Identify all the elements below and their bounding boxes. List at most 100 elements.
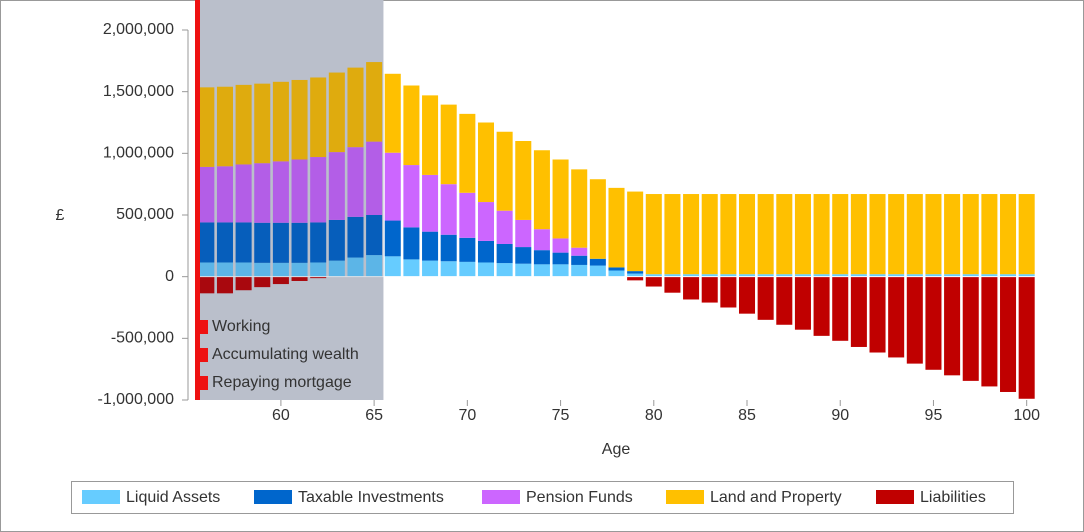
bar-segment bbox=[720, 274, 737, 277]
bar-segment bbox=[384, 256, 401, 277]
bar-segment bbox=[794, 274, 811, 277]
bar-segment bbox=[347, 147, 364, 217]
bar-segment bbox=[291, 222, 308, 263]
annotation: Accumulating wealth bbox=[212, 346, 359, 363]
legend-label: Pension Funds bbox=[526, 489, 633, 506]
bar-segment bbox=[347, 67, 364, 148]
bar-segment bbox=[515, 219, 532, 248]
y-tick-label: 500,000 bbox=[116, 206, 174, 223]
bar-segment bbox=[832, 274, 849, 277]
bar-segment bbox=[272, 262, 289, 277]
bar-segment bbox=[422, 231, 439, 261]
bar-segment bbox=[366, 141, 383, 215]
legend-swatch bbox=[254, 490, 292, 504]
bar-segment bbox=[906, 194, 923, 275]
bar-segment bbox=[477, 262, 495, 277]
bar-segment bbox=[384, 73, 401, 153]
bar-segment bbox=[944, 194, 961, 275]
bar-segment bbox=[981, 194, 998, 275]
bar-segment bbox=[962, 274, 979, 277]
x-tick-label: 80 bbox=[645, 407, 663, 424]
bar-segment bbox=[496, 131, 513, 211]
bar-segment bbox=[328, 219, 345, 261]
bar-segment bbox=[328, 260, 345, 277]
bar-segment bbox=[869, 274, 886, 277]
bar-segment bbox=[198, 262, 215, 277]
bar-segment bbox=[422, 95, 439, 175]
y-axis-label: £ bbox=[56, 207, 65, 224]
bar-segment bbox=[235, 164, 252, 223]
bar-segment bbox=[328, 152, 345, 220]
bar-segment bbox=[216, 86, 233, 167]
legend-label: Land and Property bbox=[710, 489, 842, 506]
bar-segment bbox=[440, 184, 457, 235]
bar-segment bbox=[794, 276, 811, 330]
bar-segment bbox=[981, 276, 998, 387]
bar-segment bbox=[291, 276, 308, 281]
bar-segment bbox=[944, 274, 961, 277]
bar-segment bbox=[272, 222, 289, 263]
legend-label: Taxable Investments bbox=[298, 489, 444, 506]
bar-segment bbox=[347, 257, 364, 277]
bar-segment bbox=[254, 163, 271, 223]
bar-segment bbox=[627, 276, 644, 281]
bar-segment bbox=[627, 191, 644, 272]
bar-segment bbox=[310, 276, 327, 279]
bar-segment bbox=[533, 264, 550, 277]
bar-segment bbox=[906, 276, 923, 364]
bar-segment bbox=[944, 276, 961, 376]
bar-segment bbox=[664, 276, 681, 293]
bar-segment bbox=[403, 85, 420, 166]
legend-swatch bbox=[666, 490, 704, 504]
bar-segment bbox=[384, 220, 401, 257]
bar-segment bbox=[664, 194, 681, 275]
bar-segment bbox=[589, 179, 606, 259]
bar-segment bbox=[925, 274, 942, 277]
bar-segment bbox=[216, 222, 233, 263]
bar-segment bbox=[254, 262, 271, 277]
bar-segment bbox=[366, 215, 383, 256]
x-tick-label: 85 bbox=[738, 407, 756, 424]
bar-segment bbox=[888, 276, 905, 358]
legend-swatch bbox=[876, 490, 914, 504]
bar-segment bbox=[310, 262, 327, 277]
bar-segment bbox=[571, 247, 588, 256]
bar-segment bbox=[459, 261, 476, 277]
bar-segment bbox=[776, 276, 793, 325]
y-tick-label: -500,000 bbox=[111, 330, 174, 347]
bar-segment bbox=[776, 274, 793, 277]
bar-segment bbox=[850, 276, 867, 347]
annotation-marker bbox=[199, 376, 208, 390]
legend-box bbox=[71, 481, 1014, 514]
bar-segment bbox=[533, 250, 550, 265]
bar-segment bbox=[477, 240, 495, 263]
bar-segment bbox=[515, 141, 532, 220]
bar-segment bbox=[216, 166, 233, 223]
bar-segment bbox=[571, 169, 588, 248]
bar-segment bbox=[552, 264, 569, 277]
bar-segment bbox=[869, 276, 886, 353]
bar-segment bbox=[310, 222, 327, 263]
bar-segment bbox=[235, 276, 252, 291]
bar-segment bbox=[738, 194, 756, 275]
bar-segment bbox=[571, 255, 588, 265]
bar-segment bbox=[571, 264, 588, 277]
bar-segment bbox=[533, 229, 550, 251]
bar-segment bbox=[291, 79, 308, 160]
bar-segment bbox=[216, 276, 233, 294]
bar-segment bbox=[832, 276, 849, 341]
bar-segment bbox=[589, 265, 606, 277]
bar-segment bbox=[981, 274, 998, 277]
bar-segment bbox=[627, 271, 644, 274]
bar-segment bbox=[254, 222, 271, 263]
bar-segment bbox=[496, 210, 513, 244]
bar-segment bbox=[683, 274, 700, 277]
legend-label: Liquid Assets bbox=[126, 489, 220, 506]
bar-segment bbox=[1018, 194, 1035, 275]
bar-segment bbox=[794, 194, 811, 275]
x-tick-label: 65 bbox=[365, 407, 383, 424]
bar-segment bbox=[366, 255, 383, 277]
bar-segment bbox=[850, 194, 867, 275]
bar-segment bbox=[440, 234, 457, 262]
bar-segment bbox=[589, 258, 606, 266]
